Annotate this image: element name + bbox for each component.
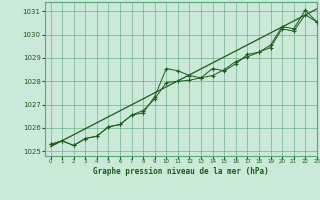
- X-axis label: Graphe pression niveau de la mer (hPa): Graphe pression niveau de la mer (hPa): [93, 167, 269, 176]
